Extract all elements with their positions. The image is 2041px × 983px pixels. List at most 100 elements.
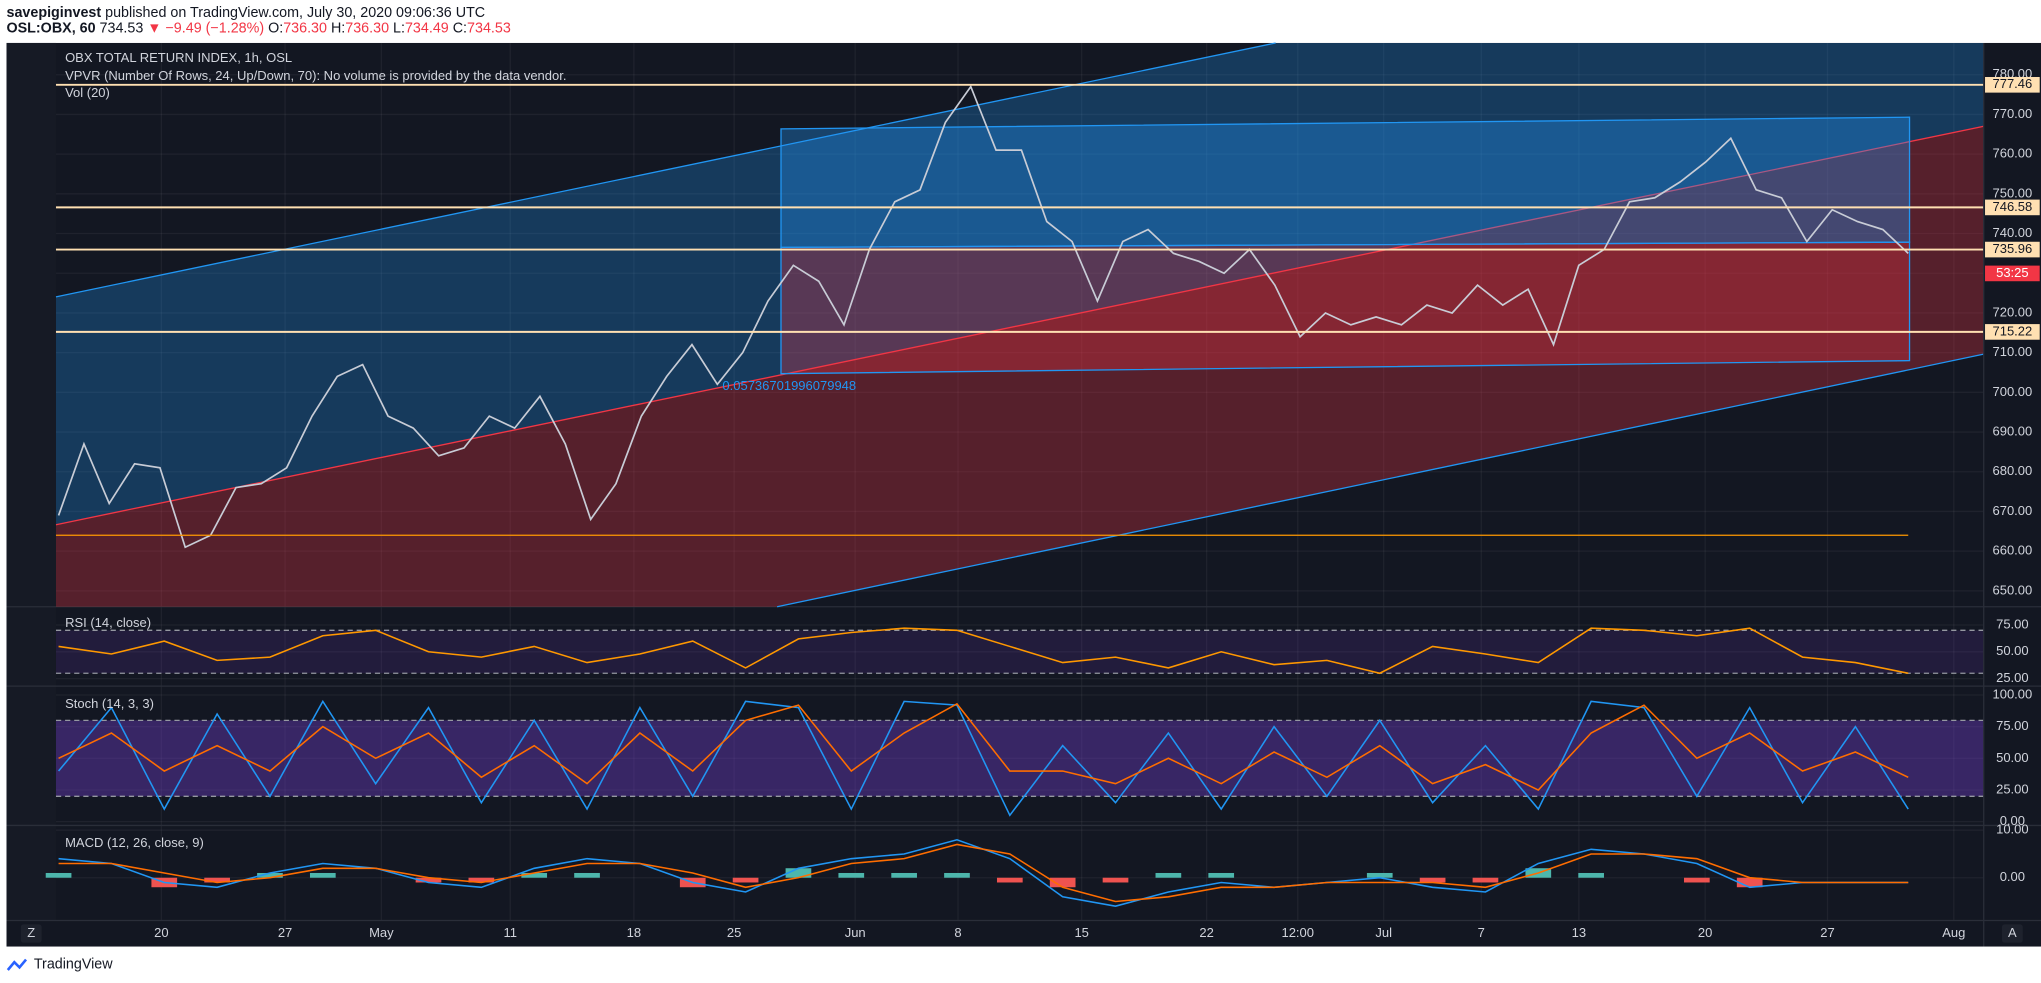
- indicator-line: [58, 843, 1909, 903]
- open-value: 736.30: [283, 20, 327, 36]
- y-tick-label: 25.00: [1996, 781, 2029, 796]
- low-label: L:: [393, 20, 405, 36]
- y-tick-label: 740.00: [1992, 225, 2032, 240]
- high-value: 736.30: [345, 20, 389, 36]
- histogram-bar: [521, 872, 548, 878]
- x-tick-label: 15: [1074, 925, 1088, 940]
- drawing-label: 0.05736701996079948: [722, 378, 856, 393]
- histogram-bar: [468, 877, 495, 883]
- y-tick-label: 0.00: [2000, 813, 2025, 828]
- y-tick-label: 710.00: [1992, 344, 2032, 359]
- band-fill: [55, 720, 1984, 797]
- level-tag: [1985, 241, 2040, 258]
- indicator-note: VPVR (Number Of Rows, 24, Up/Down, 70): …: [65, 68, 566, 83]
- x-tick-label: 25: [727, 925, 741, 940]
- level-tag: [1985, 199, 2040, 216]
- histogram-bar: [574, 872, 600, 878]
- x-tick-label: 7: [1478, 925, 1485, 940]
- x-tick-label: Jul: [1375, 925, 1392, 940]
- y-tick-label: 670.00: [1992, 503, 2032, 518]
- drawings: [55, 42, 1984, 608]
- y-tick-label: 75.00: [1996, 718, 2029, 733]
- button-left-label[interactable]: Z: [27, 925, 35, 940]
- panel-title: MACD (12, 26, close, 9): [65, 835, 204, 850]
- y-tick-label: 770.00: [1992, 106, 2032, 121]
- level-tag: [1985, 76, 2040, 93]
- x-tick-label: May: [369, 925, 394, 940]
- low-value: 734.49: [405, 20, 449, 36]
- x-tick-label: 13: [1572, 925, 1586, 940]
- x-tick-label: Jun: [845, 925, 866, 940]
- button-left[interactable]: [20, 924, 42, 943]
- open-label: O:: [268, 20, 283, 36]
- left-strip: [6, 42, 56, 921]
- x-tick-label: Aug: [1942, 925, 1965, 940]
- price-line: [57, 84, 1909, 549]
- y-tick-label: 100.00: [1992, 686, 2032, 701]
- y-tick-label: 75.00: [1996, 616, 2029, 631]
- labels: 20 27 May 11 18 25 Jun 8 15 22 12:00 Jul 7 13 20 27 Aug 6…: [65, 50, 2040, 940]
- histogram-bar: [891, 872, 917, 878]
- channel-bottom-line: [776, 353, 1984, 608]
- countdown-tag: [1985, 265, 2040, 282]
- histogram-bar: [1683, 877, 1710, 883]
- histogram-bar: [1049, 877, 1076, 888]
- footer-logo: [6, 958, 28, 971]
- x-tick-label: 20: [1698, 925, 1712, 940]
- y-tick-label: 660.00: [1992, 543, 2032, 558]
- close-value: 734.53: [467, 20, 511, 36]
- button-right[interactable]: [2001, 924, 2023, 943]
- level-tag-label: 777.46: [1992, 76, 2032, 91]
- chart-title: OBX TOTAL RETURN INDEX, 1h, OSL: [65, 50, 292, 65]
- x-tick-label: 18: [627, 925, 641, 940]
- high-label: H:: [331, 20, 345, 36]
- x-tick-label: 11: [504, 925, 517, 940]
- button-right-label[interactable]: A: [2008, 925, 2017, 940]
- channel-upper-fill: [55, 42, 1984, 525]
- histogram-bar: [45, 872, 72, 878]
- histogram-bar: [1366, 872, 1393, 878]
- y-tick-label: 750.00: [1992, 185, 2032, 200]
- x-tick-label: 22: [1199, 925, 1213, 940]
- x-tick-label: 27: [1820, 925, 1834, 940]
- indicator-line: [58, 627, 1909, 675]
- histogram-bar: [1208, 872, 1235, 878]
- histogram-bar: [1102, 877, 1129, 883]
- x-tick-label: 12:00: [1281, 925, 1314, 940]
- channel-lower-fill: [55, 126, 1984, 607]
- histogram-bar: [415, 877, 442, 883]
- y-tick-label: 700.00: [1992, 384, 2032, 399]
- volume-label: Vol (20): [65, 85, 110, 100]
- change: ▼ −9.49 (−1.28%): [147, 20, 264, 36]
- symbol: OSL:OBX, 60: [7, 20, 96, 36]
- band-fill: [55, 630, 1984, 674]
- level-tag-label: 746.58: [1992, 199, 2032, 214]
- y-tick-label: 680.00: [1992, 463, 2032, 478]
- level-tag: [1985, 324, 2040, 340]
- histogram-bar: [785, 868, 812, 878]
- histogram-bar: [204, 877, 230, 883]
- header-line-1: savepiginvest published on TradingView.c…: [7, 5, 486, 21]
- range-box-lower: [780, 241, 1911, 375]
- range-box-upper: [780, 116, 1911, 249]
- countdown: 53:25: [1996, 265, 2029, 280]
- histogram-bar: [1472, 877, 1499, 883]
- y-tick-label: 0.00: [2000, 869, 2025, 884]
- y-tick-label: 720.00: [1992, 304, 2032, 319]
- logo-icon: [6, 958, 28, 971]
- y-tick-label: 25.00: [1996, 670, 2029, 685]
- x-tick-label: 8: [954, 925, 961, 940]
- header-line-2: OSL:OBX, 60 734.53 ▼ −9.49 (−1.28%) O:73…: [7, 20, 511, 36]
- x-tick-label: 20: [154, 925, 168, 940]
- marks: [45, 83, 1984, 907]
- publisher: savepiginvest: [7, 5, 102, 21]
- level-tag-label: 735.96: [1992, 241, 2032, 256]
- y-tick-label: 760.00: [1992, 146, 2032, 161]
- histogram-bar: [996, 877, 1023, 883]
- level-tag-label: 715.22: [1992, 323, 2032, 338]
- y-tick-label: 650.00: [1992, 582, 2032, 597]
- histogram-bar: [944, 872, 970, 878]
- published: published on TradingView.com, July 30, 2…: [105, 5, 485, 21]
